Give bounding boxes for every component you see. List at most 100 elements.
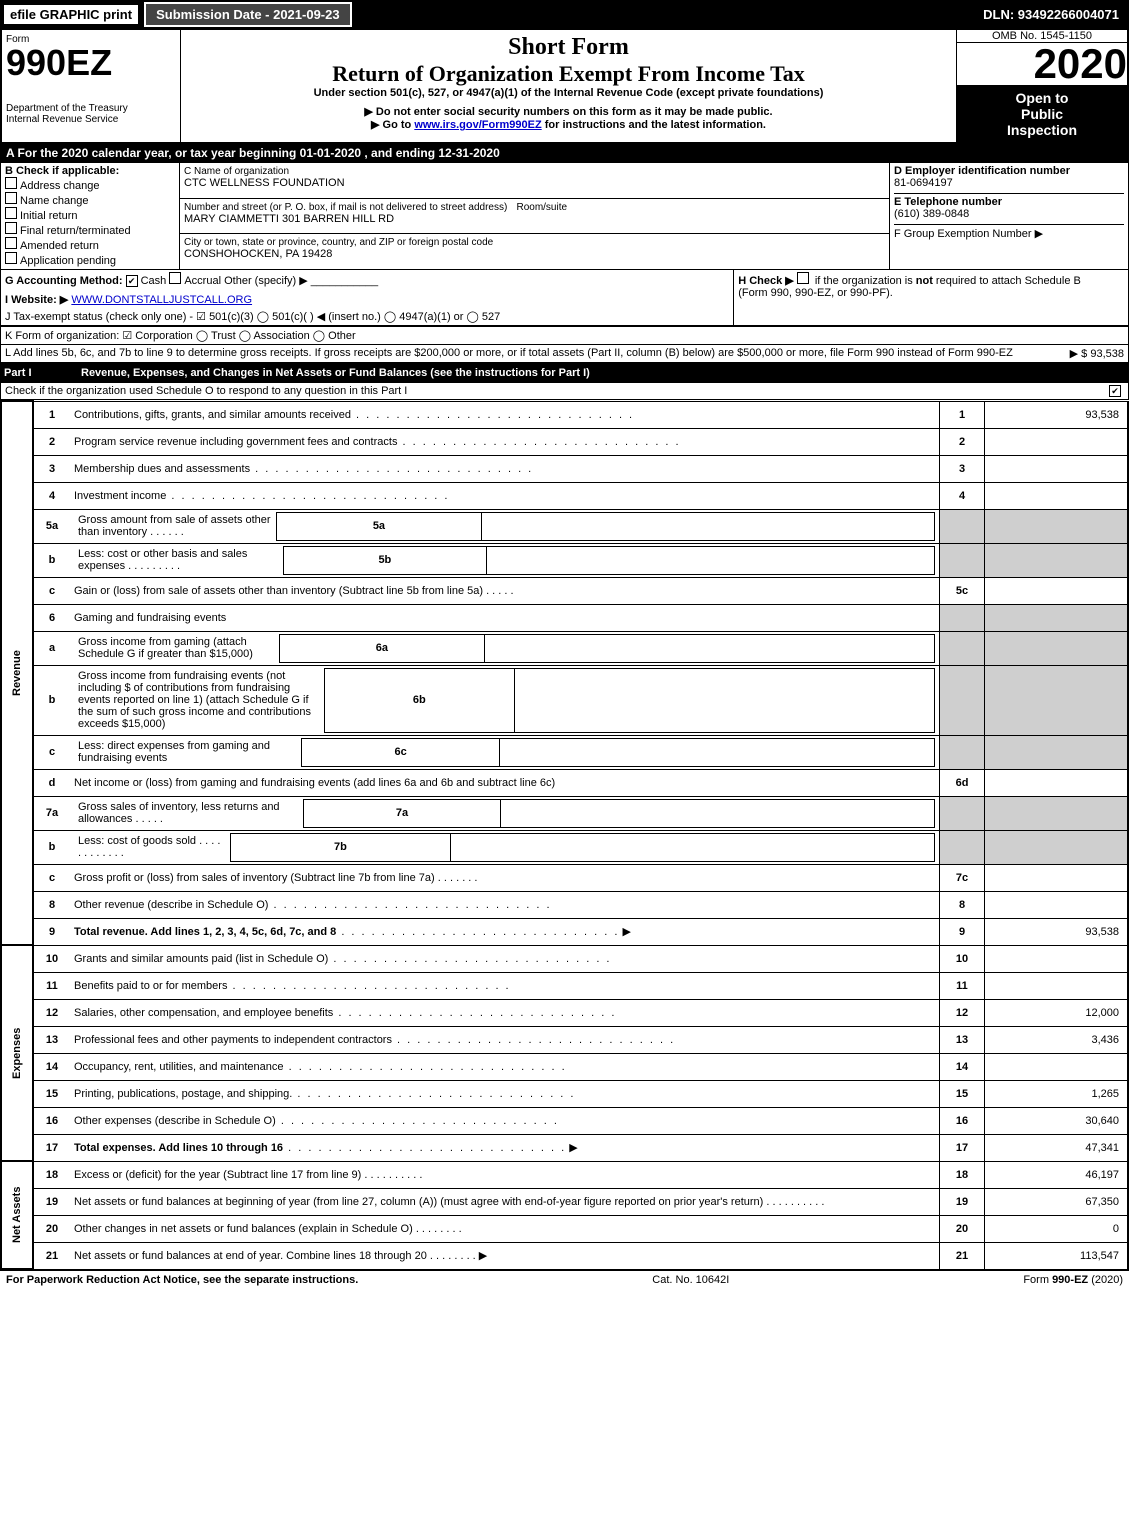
line-7b-subval — [450, 833, 934, 861]
line-15-value: 1,265 — [985, 1080, 1129, 1107]
line-5b-numcol — [940, 543, 985, 577]
not-required-sched-b-checkbox[interactable] — [797, 272, 809, 284]
line-15-num: 15 — [46, 1088, 58, 1100]
line-19-value: 67,350 — [985, 1188, 1129, 1215]
addr-change-checkbox[interactable] — [5, 177, 17, 189]
efile-print-label[interactable]: efile GRAPHIC print — [4, 5, 138, 24]
line-3-value — [985, 455, 1129, 482]
line-5b-num: b — [49, 554, 56, 566]
page-footer: For Paperwork Reduction Act Notice, see … — [0, 1270, 1129, 1289]
line-7b-subbox: 7b — [231, 833, 451, 861]
line-6c-subbox: 6c — [302, 738, 499, 766]
amended-return-label: Amended return — [20, 240, 99, 252]
box-f-label: F Group Exemption Number ▶ — [894, 228, 1043, 240]
app-pending-checkbox[interactable] — [5, 252, 17, 264]
initial-return-checkbox[interactable] — [5, 207, 17, 219]
final-return-checkbox[interactable] — [5, 222, 17, 234]
line-21-value: 113,547 — [985, 1242, 1129, 1269]
line-j: J Tax-exempt status (check only one) - ☑… — [5, 310, 729, 323]
revenue-sidelabel: Revenue — [1, 401, 33, 945]
line-10-num: 10 — [46, 953, 58, 965]
open-to-public-2: Public — [961, 106, 1123, 122]
line-6-numcol — [940, 604, 985, 631]
line-7c-num: c — [49, 872, 55, 884]
line-7b-value — [985, 830, 1129, 864]
line-1-numcol: 1 — [940, 401, 985, 428]
subtitle-section: Under section 501(c), 527, or 4947(a)(1)… — [185, 87, 952, 99]
line-11-text: Benefits paid to or for members — [74, 980, 227, 992]
line-7c-numcol: 7c — [940, 864, 985, 891]
line-6c-numcol — [940, 735, 985, 769]
line-12-text: Salaries, other compensation, and employ… — [74, 1007, 333, 1019]
line-14-numcol: 14 — [940, 1053, 985, 1080]
line-12-value: 12,000 — [985, 999, 1129, 1026]
line-2-num: 2 — [49, 436, 55, 448]
line-11-numcol: 11 — [940, 972, 985, 999]
line-7c-text: Gross profit or (loss) from sales of inv… — [74, 872, 435, 884]
line-7a-subval — [500, 799, 934, 827]
line-20-numcol: 20 — [940, 1215, 985, 1242]
name-change-label: Name change — [20, 195, 89, 207]
line-12-num: 12 — [46, 1007, 58, 1019]
accrual-label: Accrual — [184, 275, 221, 287]
line-k: K Form of organization: ☑ Corporation ◯ … — [1, 327, 1129, 345]
website-link[interactable]: WWW.DONTSTALLJUSTCALL.ORG — [71, 294, 252, 306]
line-17-num: 17 — [46, 1142, 58, 1154]
line-7a-numcol — [940, 796, 985, 830]
line-h-text2: required to attach Schedule B — [936, 275, 1081, 287]
line-7b-numcol — [940, 830, 985, 864]
line-17-numcol: 17 — [940, 1134, 985, 1161]
line-5b-value — [985, 543, 1129, 577]
line-1-num: 1 — [49, 409, 55, 421]
part1-check-line: Check if the organization used Schedule … — [5, 385, 407, 397]
line-3-text: Membership dues and assessments — [74, 463, 250, 475]
other-specify-label: Other (specify) ▶ — [224, 275, 308, 287]
line-5a-numcol — [940, 509, 985, 543]
line-6c-value — [985, 735, 1129, 769]
line-16-num: 16 — [46, 1115, 58, 1127]
line-h-not: not — [916, 275, 933, 287]
submission-date-label: Submission Date - 2021-09-23 — [144, 2, 352, 27]
line-g-label: G Accounting Method: — [5, 275, 123, 287]
line-9-value: 93,538 — [985, 918, 1129, 945]
line-17-text: Total expenses. Add lines 10 through 16 — [74, 1142, 283, 1154]
schedule-o-checkbox[interactable] — [1109, 385, 1121, 397]
goto-instruction: ▶ Go to www.irs.gov/Form990EZ for instru… — [185, 118, 952, 131]
name-change-checkbox[interactable] — [5, 192, 17, 204]
form-header-table: Form 990EZ Department of the Treasury In… — [0, 29, 1129, 144]
line-10-numcol: 10 — [940, 945, 985, 972]
entity-info-table: B Check if applicable: Address change Na… — [0, 162, 1129, 270]
line-7a-num: 7a — [46, 807, 58, 819]
line-6d-num: d — [49, 777, 56, 789]
line-11-value — [985, 972, 1129, 999]
part1-title: Revenue, Expenses, and Changes in Net As… — [81, 367, 590, 379]
line-5b-subbox: 5b — [283, 546, 486, 574]
open-to-public-3: Inspection — [961, 122, 1123, 138]
line-6-num: 6 — [49, 612, 55, 624]
initial-return-label: Initial return — [20, 210, 77, 222]
line-4-numcol: 4 — [940, 482, 985, 509]
accrual-checkbox[interactable] — [169, 272, 181, 284]
line-5c-numcol: 5c — [940, 577, 985, 604]
line-6-value — [985, 604, 1129, 631]
line-5a-num: 5a — [46, 520, 58, 532]
line-8-num: 8 — [49, 899, 55, 911]
amended-return-checkbox[interactable] — [5, 237, 17, 249]
irs-link[interactable]: www.irs.gov/Form990EZ — [414, 119, 541, 131]
gh-table: G Accounting Method: Cash Accrual Other … — [0, 270, 1129, 326]
box-e-label: E Telephone number — [894, 196, 1002, 208]
line-5c-value — [985, 577, 1129, 604]
line-10-value — [985, 945, 1129, 972]
cash-label: Cash — [141, 275, 167, 287]
line-6b-text: Gross income from fundraising events (no… — [74, 668, 324, 732]
line-5b-text: Less: cost or other basis and sales expe… — [78, 548, 247, 572]
form-number: 990EZ — [6, 45, 176, 81]
line-7b-num: b — [49, 841, 56, 853]
line-11-num: 11 — [46, 980, 58, 992]
expenses-sidelabel: Expenses — [1, 945, 33, 1161]
line-9-num: 9 — [49, 926, 55, 938]
cash-checkbox[interactable] — [126, 275, 138, 287]
line-l-text: L Add lines 5b, 6c, and 7b to line 9 to … — [5, 347, 1013, 359]
period-band: A For the 2020 calendar year, or tax yea… — [0, 144, 1129, 162]
open-to-public-1: Open to — [961, 90, 1123, 106]
